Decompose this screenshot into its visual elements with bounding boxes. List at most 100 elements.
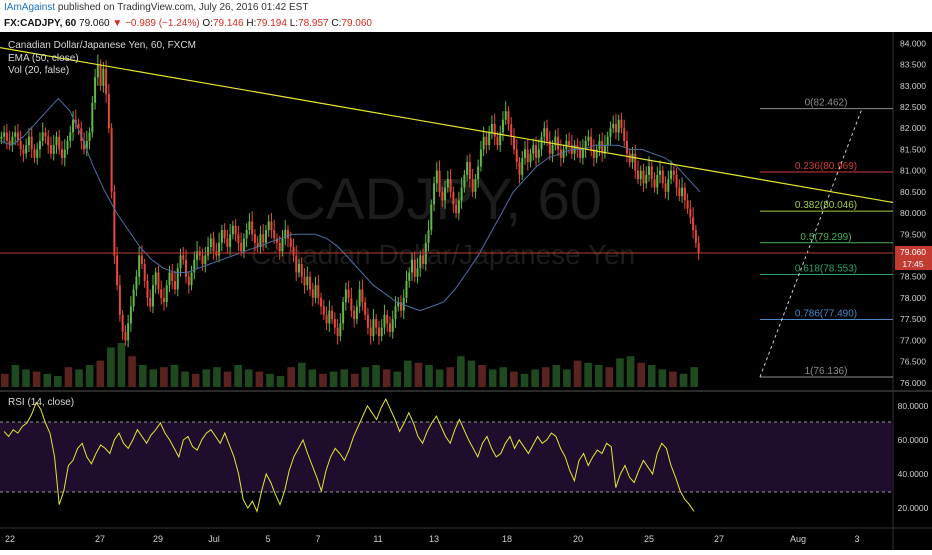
date-tick-label: 27	[95, 534, 105, 544]
volume-bar	[626, 356, 635, 387]
candle-body	[52, 145, 55, 154]
volume-bar	[573, 360, 582, 387]
candle-body	[105, 68, 108, 95]
candle-body	[689, 208, 692, 218]
candle-body	[176, 268, 179, 290]
candle-body	[88, 132, 91, 141]
candle-body	[116, 255, 119, 286]
candle-body	[639, 170, 642, 180]
candle-body	[85, 140, 88, 150]
price-tick-label: 81.000	[900, 166, 926, 176]
price-chart[interactable]: CADJPY, 60 Canadian Dollar/Japanese Yen …	[0, 32, 932, 550]
candle-body	[518, 162, 521, 175]
chart-title: Canadian Dollar/Japanese Yen, 60, FXCM	[8, 40, 196, 51]
rsi-legend: RSI (14, close)	[8, 397, 74, 408]
rsi-tick-label: 80.0000	[898, 401, 929, 411]
candle-body	[77, 123, 80, 129]
candle-body	[264, 230, 267, 243]
candle-body	[540, 136, 543, 150]
high-value: 79.194	[256, 18, 287, 29]
candle-body	[165, 285, 168, 303]
candle-body	[347, 289, 350, 298]
candle-body	[174, 280, 176, 290]
candle-body	[16, 132, 19, 141]
date-axis[interactable]: 22 27 29 Jul 5 7 11 13 18 20 25 27 Aug 3	[5, 534, 860, 544]
date-tick-label: 18	[502, 534, 512, 544]
candle-body	[94, 77, 97, 103]
trendline[interactable]	[0, 47, 894, 204]
volume-bar	[85, 365, 94, 387]
fibonacci-retracement[interactable]: 0(82.462) 0.236(80.969) 0.382(80.046) 0.5(7…	[759, 98, 893, 378]
candle-body	[80, 128, 83, 141]
candle-body	[543, 128, 546, 137]
volume-bar	[32, 371, 41, 387]
candle-body	[411, 259, 414, 273]
candle-body	[306, 276, 309, 286]
price-tick-label: 79.500	[900, 229, 926, 239]
candle-body	[36, 149, 39, 158]
candle-body	[372, 319, 375, 337]
candle-body	[369, 327, 372, 337]
candle-body	[333, 319, 336, 328]
candle-body	[336, 327, 339, 337]
candle-body	[27, 136, 30, 146]
candle-body	[683, 187, 686, 201]
candle-body	[413, 259, 416, 277]
rsi-axis[interactable]: 80.0000 60.0000 40.0000 20.0000	[898, 401, 929, 513]
volume-bar	[382, 369, 391, 387]
author-link[interactable]: IAmAgainst	[4, 2, 56, 13]
volume-bar	[584, 362, 592, 387]
candle-body	[535, 145, 538, 158]
candle-body	[339, 323, 342, 337]
candle-body	[433, 183, 436, 205]
candle-body	[218, 242, 221, 256]
symbol-label[interactable]: FX:CADJPY, 60	[4, 18, 77, 29]
candle-body	[353, 310, 356, 320]
volume-bar	[563, 369, 571, 387]
candle-body	[69, 132, 72, 141]
candle-body	[501, 119, 504, 133]
candle-body	[568, 140, 571, 146]
candle-body	[479, 149, 482, 167]
candle-body	[22, 149, 25, 154]
price-tick-label: 81.500	[900, 144, 926, 154]
price-tick-label: 80.500	[900, 187, 926, 197]
date-tick-label: Aug	[790, 534, 806, 544]
candle-body	[66, 140, 69, 150]
candle-body	[49, 145, 52, 154]
volume-bar	[319, 373, 327, 387]
candle-body	[344, 289, 347, 303]
volume-bar	[393, 371, 402, 387]
candle-body	[471, 179, 474, 192]
price-tick-label: 83.000	[900, 81, 926, 91]
candle-body	[380, 327, 383, 337]
volume-bar	[446, 367, 455, 387]
volume-bar	[287, 367, 295, 387]
candle-body	[391, 319, 394, 332]
volume-bar	[170, 365, 179, 387]
volume-bar	[255, 371, 264, 387]
price-tick-label: 77.500	[900, 314, 926, 324]
volume-bar	[520, 373, 529, 387]
candle-body	[41, 132, 44, 141]
date-tick-label: 22	[5, 534, 15, 544]
candle-body	[625, 140, 628, 154]
fib-level-label: 0.236(80.969)	[795, 161, 857, 172]
candle-body	[342, 302, 345, 324]
candle-body	[196, 251, 199, 260]
candle-body	[278, 242, 281, 252]
candle-body	[477, 166, 480, 180]
rsi-tick-label: 60.0000	[898, 435, 929, 445]
date-tick-label: 20	[573, 534, 583, 544]
chart-area[interactable]: CADJPY, 60 Canadian Dollar/Japanese Yen …	[0, 32, 932, 550]
candle-body	[171, 272, 174, 281]
candle-body	[193, 259, 196, 273]
candle-body	[468, 162, 471, 180]
current-price-text: 79.060	[900, 247, 926, 257]
price-axis[interactable]: 84.000 83.500 83.000 82.500 82.000 81.500 81.0…	[900, 38, 926, 387]
candle-body	[694, 230, 697, 243]
candle-body	[0, 136, 3, 139]
candle-body	[55, 136, 58, 146]
candle-body	[584, 140, 587, 150]
volume-bar	[499, 367, 508, 387]
